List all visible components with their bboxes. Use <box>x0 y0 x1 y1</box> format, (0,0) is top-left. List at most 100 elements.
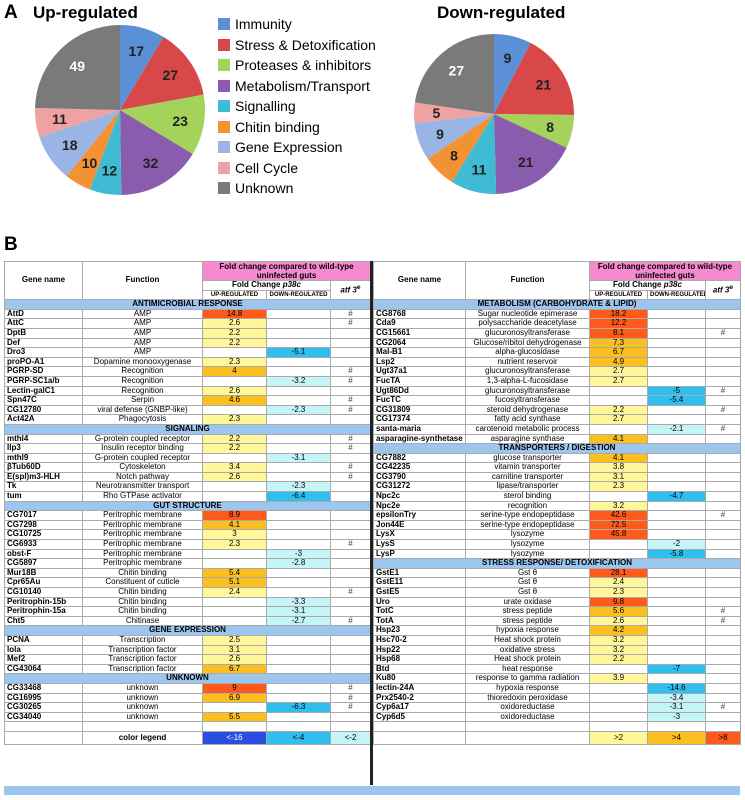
atf3-mark <box>329 711 372 723</box>
pie-up-slice-5 <box>89 110 122 195</box>
gene-name: CG6933 <box>4 539 83 550</box>
down-value <box>266 385 331 397</box>
section-row: GENE EXPRESSION <box>3 625 372 636</box>
atf3-mark: # <box>329 682 372 694</box>
gene-function: Recognition <box>82 385 203 397</box>
pie-up-slice-label-2: 27 <box>162 67 178 83</box>
gene-name: lola <box>4 644 83 656</box>
table-row: Hsp22 oxidative stress 3.2 <box>373 644 742 656</box>
up-value: 4.1 <box>589 452 648 464</box>
table-row: Ilp3 Insulin receptor binding 2.2 # <box>4 443 372 454</box>
atf3-mark <box>329 558 372 569</box>
down-value <box>266 567 331 579</box>
down-value <box>266 462 331 473</box>
gene-name: proPO-A1 <box>4 356 83 368</box>
atf3-mark <box>704 644 742 656</box>
pie-down-slice-2 <box>494 42 574 116</box>
gene-function: serine-type endopeptidase <box>465 510 590 521</box>
table-row: CG7882 glucose transporter 4.1 <box>373 452 742 464</box>
gene-function: lysozyme <box>465 548 590 560</box>
down-value <box>266 682 331 694</box>
gene-name: Cyp6d5 <box>373 711 466 723</box>
gene-function: fucosyltransferase <box>465 395 590 406</box>
down-value <box>647 500 706 512</box>
pie-down-slice-label-5: 11 <box>472 162 487 178</box>
atf3-mark <box>329 606 372 617</box>
gene-function: G-protein coupled receptor <box>82 433 203 445</box>
gene-name: CG10140 <box>4 587 83 598</box>
down-value <box>266 308 331 320</box>
up-value <box>202 404 267 416</box>
up-pie-title: Up-regulated <box>33 3 138 22</box>
up-value: 2.3 <box>202 539 267 550</box>
gene-function: carotenoid metabolic process <box>465 423 590 435</box>
p38c-label: p38c <box>282 280 301 289</box>
up-value: 2.2 <box>202 337 267 349</box>
up-value <box>202 452 267 464</box>
table-row: CG42235 vitamin transporter 3.8 <box>373 462 742 473</box>
table-row: santa-maria carotenoid metabolic process -… <box>373 423 742 435</box>
down-value <box>266 692 331 704</box>
empty-cell <box>4 721 83 732</box>
pie-up-slice-2 <box>120 36 204 110</box>
pie-up-slice-4 <box>120 110 193 195</box>
gene-function: Gst θ <box>465 577 590 588</box>
up-value <box>589 682 648 694</box>
gene-name: CG43064 <box>4 663 83 675</box>
down-value <box>647 596 706 608</box>
up-value <box>589 663 648 675</box>
gene-function: G-protein coupled receptor <box>82 452 203 464</box>
gene-name: mthl9 <box>4 452 83 464</box>
gene-function: Constituent of cuticle <box>82 577 203 588</box>
gene-function: steroid dehydrogenase <box>465 404 590 416</box>
up-value <box>589 385 648 397</box>
gene-function: Peritrophic membrane <box>82 539 203 550</box>
atf3-mark: # <box>329 404 372 416</box>
down-value <box>647 452 706 464</box>
down-value <box>647 327 706 339</box>
table-row: Cyp6d5 oxidoreductase -3 <box>373 711 742 723</box>
gene-function: Recognition <box>82 366 203 377</box>
gene-function: unknown <box>82 682 203 694</box>
gene-name: CG2064 <box>373 337 466 349</box>
gene-name: Lectin-galC1 <box>4 385 83 397</box>
up-value: 5.4 <box>202 567 267 579</box>
down-value <box>647 529 706 541</box>
gene-function: glucuronosyltransferase <box>465 366 590 377</box>
gene-function: Insulin receptor binding <box>82 443 203 454</box>
table-row: Hsc70-2 Heat shock protein 3.2 <box>373 634 742 646</box>
down-value <box>647 366 706 377</box>
down-value <box>647 615 706 627</box>
gene-name: GstE5 <box>373 587 466 598</box>
down-value <box>266 529 331 541</box>
atf3-mark: # <box>329 587 372 598</box>
gene-function: unknown <box>82 692 203 704</box>
gene-name: Spn47C <box>4 395 83 406</box>
atf3-mark <box>704 625 742 636</box>
up-value: 3.8 <box>589 462 648 473</box>
legend-item: Proteases & inhibitors <box>218 55 376 76</box>
down-value: -14.6 <box>647 682 706 694</box>
empty-cell <box>329 721 372 732</box>
section-title: ANTIMICROBIAL RESPONSE <box>3 299 372 310</box>
atf3-mark <box>704 356 742 368</box>
fold-change-header: Fold change compared to wild-type uninfe… <box>201 261 372 281</box>
atf3-mark <box>704 395 742 406</box>
pie-down-slice-6 <box>427 114 494 183</box>
down-value <box>266 711 331 723</box>
table-row: CG30265 unknown -6.3 # <box>4 702 372 713</box>
empty-cell <box>465 721 590 732</box>
pie-down-slice-label-3: 8 <box>546 119 554 135</box>
table-row: DptB AMP 2.2 <box>4 327 372 339</box>
gene-name: CG5897 <box>4 558 83 569</box>
empty-cell <box>647 721 706 732</box>
atf3-mark <box>704 567 742 579</box>
down-value: -2.3 <box>266 404 331 416</box>
gene-name: TotA <box>373 615 466 627</box>
down-value <box>647 337 706 349</box>
up-value <box>589 491 648 502</box>
down-value <box>647 634 706 646</box>
gene-name: CG7882 <box>373 452 466 464</box>
empty-cell <box>465 730 590 745</box>
gene-name: Lsp2 <box>373 356 466 368</box>
